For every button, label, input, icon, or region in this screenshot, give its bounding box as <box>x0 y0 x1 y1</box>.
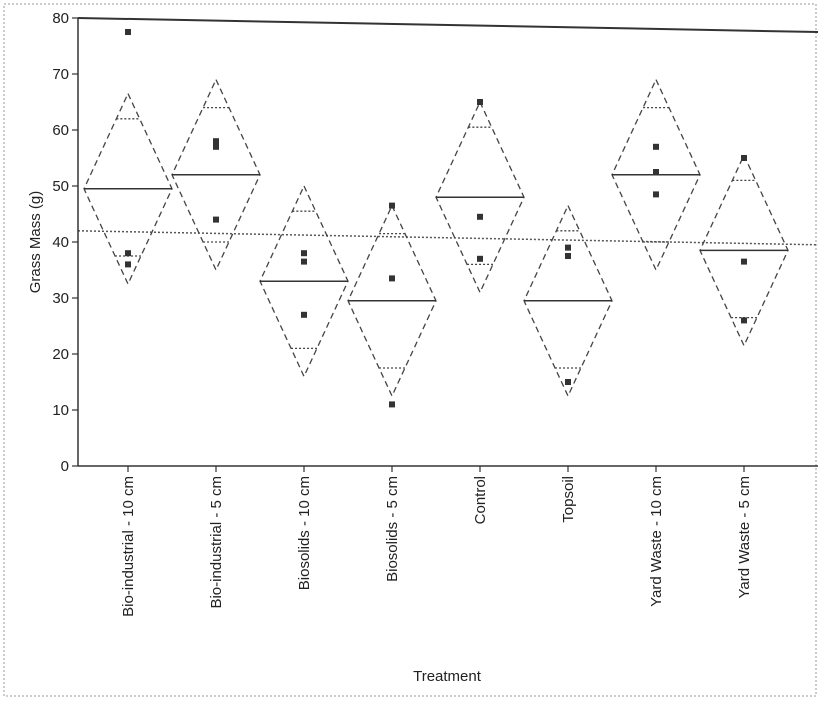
y-tick-label: 10 <box>52 402 69 419</box>
y-tick-label: 20 <box>52 346 69 363</box>
data-point <box>125 29 131 35</box>
x-tick-label: Topsoil <box>560 476 577 523</box>
data-point <box>477 255 483 262</box>
data-point <box>125 261 131 268</box>
x-tick-label: Biosolids - 10 cm <box>296 476 313 590</box>
data-point <box>301 258 307 265</box>
x-tick-label: Yard Waste - 10 cm <box>648 476 665 607</box>
points-layer <box>125 29 747 408</box>
y-tick-label: 70 <box>52 66 69 83</box>
grid-layer <box>77 230 819 246</box>
data-point <box>741 317 747 324</box>
data-point <box>125 250 131 257</box>
x-tick-label: Bio-industrial - 5 cm <box>208 476 225 609</box>
y-tick-label: 60 <box>52 122 69 139</box>
data-point <box>301 250 307 257</box>
data-point <box>213 143 219 150</box>
y-tick-label: 30 <box>52 290 69 307</box>
data-point <box>389 202 395 209</box>
data-point <box>477 99 483 105</box>
data-point <box>213 216 219 223</box>
data-point <box>389 275 395 282</box>
grand-mean-line <box>77 230 819 246</box>
data-point <box>301 311 307 318</box>
x-ticks: Bio-industrial - 10 cm Bio-industrial - 5… <box>120 466 753 617</box>
data-point <box>389 401 395 408</box>
y-ticks: 0 10 20 30 40 50 60 70 80 <box>52 10 78 475</box>
data-point <box>653 191 659 198</box>
x-tick-label: Yard Waste - 5 cm <box>736 476 753 599</box>
data-point <box>653 169 659 175</box>
data-point <box>653 143 659 150</box>
data-point <box>565 379 571 385</box>
outer-frame <box>3 3 817 697</box>
y-tick-label: 50 <box>52 178 69 195</box>
data-point <box>565 253 571 259</box>
x-tick-label: Control <box>472 476 489 524</box>
data-point <box>213 138 219 145</box>
x-tick-label: Biosolids - 5 cm <box>384 476 401 582</box>
y-tick-label: 40 <box>52 234 69 251</box>
data-point <box>477 213 483 220</box>
data-point <box>565 244 571 251</box>
y-tick-label: 0 <box>61 458 69 475</box>
data-point <box>741 155 747 161</box>
x-axis-title: Treatment <box>413 668 482 685</box>
diamonds-layer <box>83 78 789 398</box>
y-axis-title: Grass Mass (g) <box>27 191 44 294</box>
data-point <box>741 258 747 265</box>
plot-top-border <box>77 17 819 33</box>
y-tick-label: 80 <box>52 10 69 27</box>
x-tick-label: Bio-industrial - 10 cm <box>120 476 137 617</box>
